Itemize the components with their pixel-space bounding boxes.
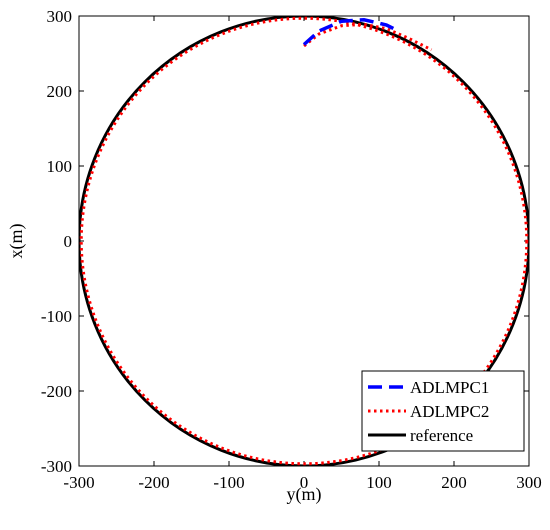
legend: ADLMPC1 ADLMPC2 reference [361,370,525,452]
y-tick-label: -100 [41,307,72,326]
x-tick-label: -300 [63,473,94,492]
x-axis-title: y(m) [287,484,322,505]
legend-label: reference [410,426,473,445]
y-tick-label: 0 [64,232,73,251]
legend-label: ADLMPC1 [410,378,489,397]
series-adlmpc2-circle [79,16,529,466]
x-tick-label: 0 [300,473,309,492]
x-tick-label: -200 [138,473,169,492]
y-tick-label: 300 [47,7,73,26]
y-tick-label: -300 [41,457,72,476]
series-adlmpc1-line [302,17,395,46]
legend-label: ADLMPC2 [410,402,489,421]
y-axis-title: x(m) [6,224,27,259]
y-tick-label: 200 [47,82,73,101]
plot-frame [78,15,530,467]
series-adlmpc2-start [303,22,433,52]
x-tick-label: 100 [366,473,392,492]
y-tick-label: 100 [47,157,73,176]
y-tick-label: -200 [41,382,72,401]
x-tick-label: 200 [441,473,467,492]
x-tick-label: -100 [213,473,244,492]
legend-box [361,370,525,452]
x-tick-label: 300 [516,473,542,492]
